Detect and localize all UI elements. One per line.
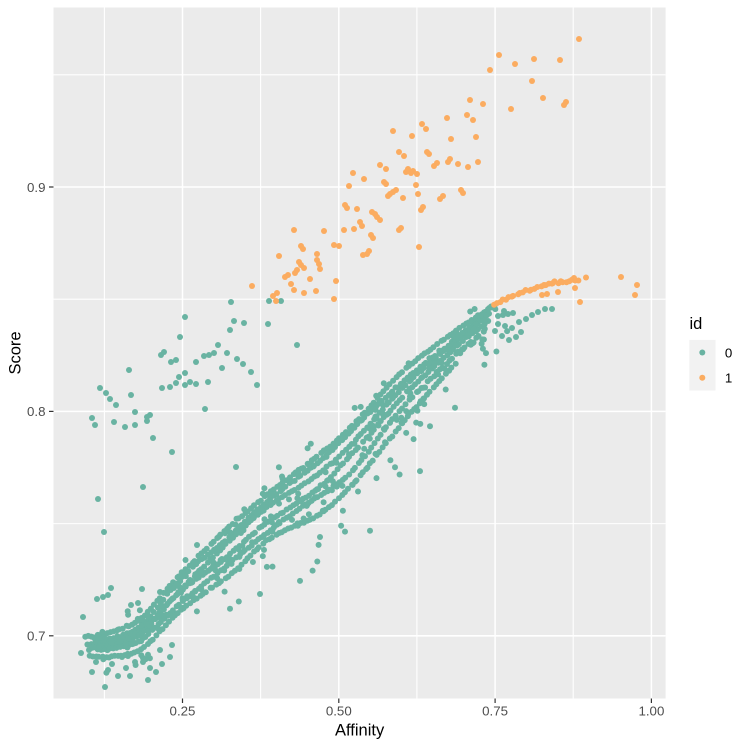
svg-text:Affinity: Affinity [335, 722, 385, 740]
svg-text:0.50: 0.50 [326, 704, 352, 719]
svg-text:0.8: 0.8 [27, 404, 46, 419]
svg-text:0: 0 [725, 345, 732, 360]
svg-text:1: 1 [725, 371, 732, 386]
svg-text:Score: Score [6, 331, 24, 374]
svg-text:0.9: 0.9 [27, 180, 46, 195]
svg-text:id: id [690, 315, 703, 333]
svg-text:0.25: 0.25 [170, 704, 196, 719]
svg-text:1.00: 1.00 [638, 704, 664, 719]
svg-text:0.7: 0.7 [27, 629, 46, 644]
svg-text:0.75: 0.75 [482, 704, 508, 719]
